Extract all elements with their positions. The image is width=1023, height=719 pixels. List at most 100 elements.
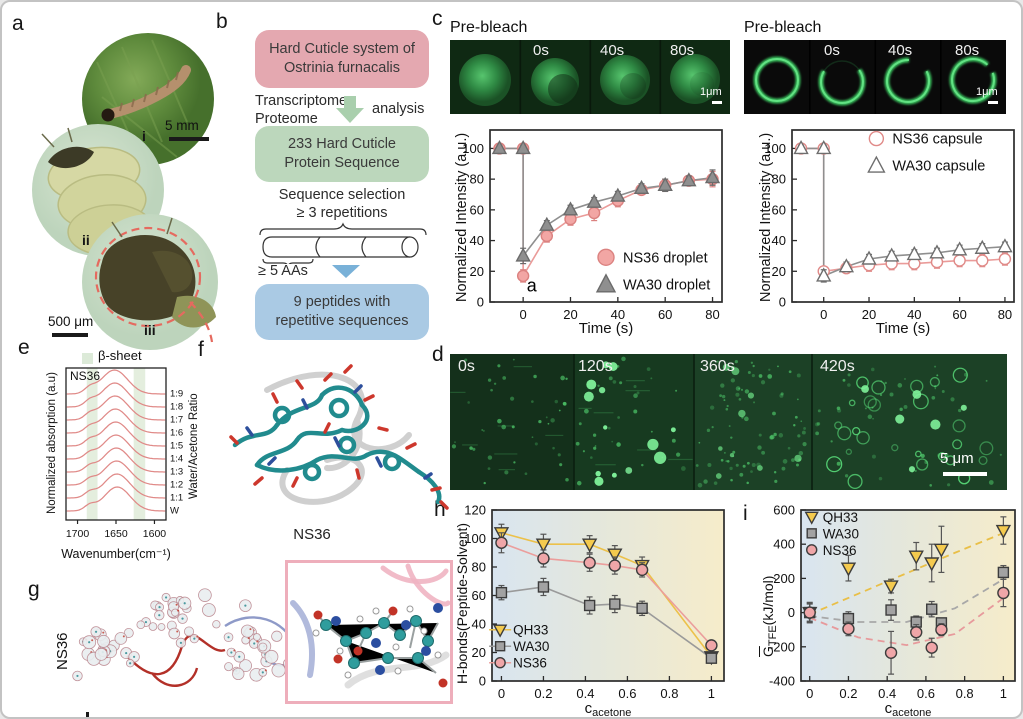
- frap-droplet-frame-80s: 80s: [670, 42, 695, 59]
- micro-frame-120s: 120s: [578, 358, 613, 375]
- coacervation-images: [450, 354, 1007, 490]
- x-tick-label: 40: [907, 307, 921, 322]
- micro-scale-label: 5 μm: [940, 450, 974, 467]
- x-tick-label: 1: [1000, 686, 1007, 701]
- series-line: [501, 532, 713, 658]
- photo-label-i: i: [142, 128, 146, 144]
- beta-sheet-legend: β-sheet: [98, 348, 142, 363]
- ratio-label: 1:6: [170, 428, 183, 439]
- svg-text:WA30: WA30: [823, 526, 859, 541]
- scale-bar-label-5mm: 5 mm: [165, 118, 199, 133]
- x-tick-label: 80: [998, 307, 1012, 322]
- y-tick-label: 200: [773, 571, 795, 586]
- panel-letter-c: c: [432, 7, 443, 30]
- panel-letter-a: a: [12, 12, 24, 35]
- micrograph-frame-1: [573, 354, 694, 490]
- svg-text:QH33: QH33: [513, 623, 548, 638]
- y-tick-label: 0: [779, 295, 786, 310]
- beta-sheet-band: [133, 368, 146, 520]
- panel-letter-d: d: [432, 343, 444, 366]
- frap-droplet-frame-40s: 40s: [600, 42, 625, 59]
- x-tick-label: 0.2: [839, 686, 857, 701]
- micrograph-frame-2: [693, 354, 812, 490]
- aggregate-cluster: [72, 588, 302, 687]
- wavenumber-tick: 1600: [143, 528, 167, 540]
- legend-item-wa30: WA30: [806, 526, 859, 541]
- prebleach-label-right: Pre-bleach: [744, 19, 822, 36]
- x-tick-label: 0: [498, 686, 505, 701]
- legend-item-wa30: WA30: [489, 639, 549, 654]
- flow-transcriptome: Transcriptome: [255, 93, 348, 109]
- micrograph-frame-0: [450, 354, 574, 490]
- frap-droplet-scale-bar: [712, 101, 722, 104]
- gtfe-ylabel-unit: (kJ/mol): [760, 575, 776, 626]
- wavenumber-tick: 1650: [104, 528, 128, 540]
- flow-box-233-proteins: 233 Hard Cuticle Protein Sequence: [255, 126, 429, 182]
- flow-seq-selection: Sequence selection ≥ 3 repetitions: [255, 186, 429, 222]
- gtfe-ylabel-sub: TFE: [767, 625, 779, 647]
- ratio-label: 1:5: [170, 441, 183, 452]
- series-wa30-droplet: [491, 139, 721, 265]
- flow-box-9-peptides-text: 9 peptides with repetitive sequences: [275, 293, 409, 329]
- ftir-spectra-plot: 1:9 1:8 1:7 1:6 1:5 1:4 1:3 1:2 1:1 W 1700 1650 1600: [65, 367, 183, 540]
- photo-label-ii: ii: [82, 232, 90, 248]
- y-tick-label: 600: [773, 503, 795, 518]
- ns36-structure-render: [229, 364, 449, 510]
- x-tick-label: 0.6: [917, 686, 935, 701]
- hbonds-xlabel: cacetone: [508, 700, 708, 717]
- hbonds-ylabel: H-bonds(Peptide-Solvent): [454, 522, 470, 684]
- plot-annotation: a: [527, 275, 538, 295]
- y-tick-label: 80: [470, 172, 484, 187]
- x-tick-label: 80: [705, 307, 719, 322]
- series-wa30: [495, 577, 718, 664]
- down-arrow-green-icon: [336, 96, 364, 123]
- y-tick-label: 100: [462, 141, 484, 156]
- frap-capsule-ylabel: Normalized Intensity (a.u.): [758, 132, 774, 302]
- y-tick-label: 20: [772, 264, 786, 279]
- frap-capsule-scale-label: 1μm: [976, 86, 998, 98]
- scale-bar-5mm: [169, 137, 209, 141]
- frap-droplet-micrographs: [450, 40, 730, 114]
- frap-droplet-images: [450, 40, 730, 114]
- legend-item-qh33: QH33: [804, 510, 858, 525]
- svg-text:NS36: NS36: [823, 543, 857, 558]
- hbond-inset-box: [285, 560, 453, 704]
- frap-droplet-xlabel: Time (s): [578, 320, 634, 337]
- panel-letter-h: h: [434, 498, 446, 521]
- frap-capsule-scale-bar: [988, 101, 998, 104]
- frap-droplet-ylabel: Normalized Intensity (a.u.): [454, 132, 470, 302]
- svg-text:WA30 droplet: WA30 droplet: [623, 277, 710, 293]
- y-tick-label: 100: [764, 141, 786, 156]
- x-tick-label: 0: [806, 686, 813, 701]
- x-tick-label: 60: [658, 307, 672, 322]
- frap-capsule-xlabel: Time (s): [875, 320, 931, 337]
- y-tick-label: 60: [472, 588, 486, 603]
- series-line: [501, 542, 712, 646]
- y-tick-label: -200: [769, 639, 795, 654]
- ftir-title: NS36: [70, 369, 101, 383]
- legend-item-ns36: NS36: [489, 656, 547, 671]
- micrograph-frame-3: [811, 354, 1007, 490]
- gtfe-ylabel-g: G: [760, 646, 776, 657]
- legend-item-ns36: NS36: [805, 543, 857, 558]
- ratio-label: 1:3: [170, 467, 183, 478]
- y-tick-label: 0: [479, 674, 486, 689]
- gtfe-xlabel-sub: acetone: [892, 707, 932, 719]
- y-tick-label: 20: [470, 264, 484, 279]
- frap-capsule-frame-80s: 80s: [955, 42, 980, 59]
- panel-letter-e: e: [18, 336, 30, 359]
- frap-capsule-frame-40s: 40s: [888, 42, 913, 59]
- x-tick-label: 0.8: [660, 686, 678, 701]
- ratio-label: 1:4: [170, 454, 183, 465]
- y-tick-label: 80: [772, 172, 786, 187]
- ftir-chart: 1:9 1:8 1:7 1:6 1:5 1:4 1:3 1:2 1:1 W 1700 1650 1600: [65, 367, 183, 540]
- legend-item-ns36-droplet: NS36 droplet: [597, 248, 708, 266]
- frap-capsule-plot: 0 20 40 60 80 0 20 40 60 80 100 NS36 capsule WA30 ca…: [764, 129, 1015, 322]
- svg-text:NS36 droplet: NS36 droplet: [623, 250, 708, 266]
- micro-frame-420s: 420s: [820, 358, 855, 375]
- scale-bar-500um: [52, 333, 88, 337]
- panel-letter-i: i: [743, 502, 748, 525]
- flow-box-9-peptides: 9 peptides with repetitive sequences: [255, 284, 429, 340]
- series-line: [501, 586, 712, 659]
